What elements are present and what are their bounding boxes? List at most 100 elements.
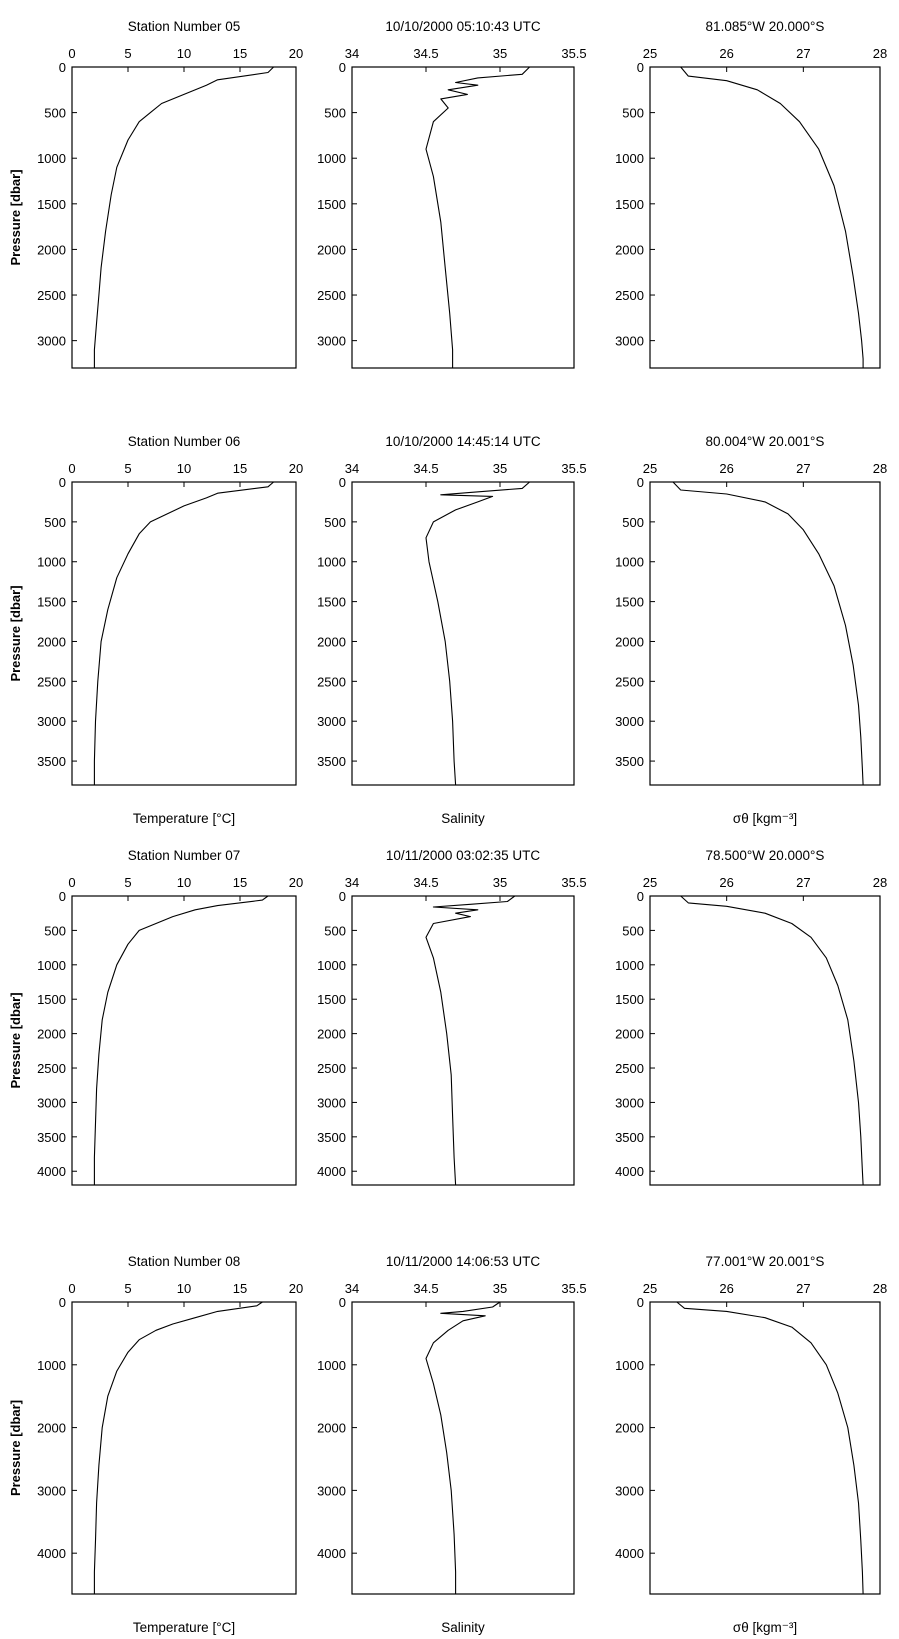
x-tick-label-0-density-2: 27 [796,46,810,61]
x-tick-label-0-density-1: 26 [719,46,733,61]
y-tick-label-3-density-0: 0 [637,1295,644,1310]
y-tick-label-2-temperature-1: 500 [44,923,66,938]
x-tick-label-0-temperature-1: 5 [124,46,131,61]
y-tick-label-0-salinity-4: 2000 [317,242,346,257]
profile-line-1-temperature [93,481,274,785]
x-axis-title-3-salinity: Salinity [441,1620,485,1635]
x-tick-label-3-temperature-3: 15 [233,1281,247,1296]
x-tick-label-3-density-0: 25 [643,1281,657,1296]
panel-frame-0-temperature [71,66,297,369]
y-tick-label-2-temperature-8: 4000 [37,1164,66,1179]
y-tick-label-0-density-1: 500 [622,106,644,121]
x-tick-label-0-salinity-3: 35.5 [561,46,586,61]
x-tick-label-3-temperature-1: 5 [124,1281,131,1296]
y-tick-label-1-salinity-3: 1500 [317,595,346,610]
y-tick-label-1-salinity-5: 2500 [317,674,346,689]
y-tick-label-1-temperature-5: 2500 [37,674,66,689]
panel-frame-0-density [649,66,881,369]
x-tick-label-2-salinity-3: 35.5 [561,875,586,890]
panel-heading-0-density: 81.085°W 20.000°S [706,19,825,34]
y-tick-label-0-salinity-6: 3000 [317,334,346,349]
panel-frame-2-salinity [351,895,575,1186]
x-tick-label-3-density-1: 26 [719,1281,733,1296]
y-tick-label-3-temperature-3: 3000 [37,1483,66,1498]
x-tick-label-0-salinity-0: 34 [345,46,359,61]
panel-frame-0-salinity [351,66,575,369]
x-tick-label-0-temperature-2: 10 [177,46,191,61]
y-tick-label-1-salinity-6: 3000 [317,714,346,729]
x-tick-label-3-salinity-0: 34 [345,1281,359,1296]
x-tick-label-0-temperature-3: 15 [233,46,247,61]
profile-line-2-density [680,895,864,1186]
y-tick-label-0-density-4: 2000 [615,242,644,257]
x-tick-label-2-temperature-2: 10 [177,875,191,890]
x-tick-label-2-salinity-0: 34 [345,875,359,890]
y-tick-label-2-salinity-7: 3500 [317,1130,346,1145]
x-tick-label-1-temperature-2: 10 [177,461,191,476]
y-tick-label-1-density-4: 2000 [615,634,644,649]
x-tick-label-1-density-0: 25 [643,461,657,476]
x-tick-label-3-salinity-2: 35 [493,1281,507,1296]
y-tick-label-0-temperature-1: 500 [44,106,66,121]
x-tick-label-1-salinity-3: 35.5 [561,461,586,476]
panel-frame-1-temperature [71,481,297,786]
y-tick-label-3-salinity-0: 0 [339,1295,346,1310]
x-tick-label-2-density-1: 26 [719,875,733,890]
y-tick-label-1-density-7: 3500 [615,754,644,769]
y-axis-title-2: Pressure [dbar] [8,992,23,1088]
y-tick-label-1-temperature-6: 3000 [37,714,66,729]
x-axis-title-3-density: σθ [kgm⁻³] [733,1620,797,1635]
y-axis-title-1: Pressure [dbar] [8,585,23,681]
y-tick-label-0-density-5: 2500 [615,288,644,303]
y-tick-label-1-temperature-7: 3500 [37,754,66,769]
y-tick-label-2-salinity-2: 1000 [317,958,346,973]
y-tick-label-2-salinity-3: 1500 [317,992,346,1007]
y-tick-label-2-temperature-2: 1000 [37,958,66,973]
x-tick-label-2-density-3: 28 [873,875,887,890]
y-tick-label-1-salinity-7: 3500 [317,754,346,769]
y-tick-label-1-density-1: 500 [622,515,644,530]
x-axis-title-1-salinity: Salinity [441,811,485,826]
y-tick-label-0-salinity-5: 2500 [317,288,346,303]
y-tick-label-0-temperature-4: 2000 [37,242,66,257]
y-tick-label-2-salinity-8: 4000 [317,1164,346,1179]
y-tick-label-3-temperature-0: 0 [59,1295,66,1310]
x-tick-label-3-density-3: 28 [873,1281,887,1296]
profile-line-0-density [680,66,864,368]
x-tick-label-3-temperature-2: 10 [177,1281,191,1296]
x-tick-label-3-temperature-4: 20 [289,1281,303,1296]
y-tick-label-0-density-2: 1000 [615,151,644,166]
y-tick-label-2-salinity-6: 3000 [317,1095,346,1110]
y-tick-label-2-density-8: 4000 [615,1164,644,1179]
y-tick-label-1-temperature-0: 0 [59,475,66,490]
x-tick-label-1-temperature-4: 20 [289,461,303,476]
y-tick-label-2-salinity-5: 2500 [317,1061,346,1076]
panel-frame-3-salinity [351,1301,575,1595]
panel-frame-2-temperature [71,895,297,1186]
profile-line-3-temperature [93,1301,263,1594]
x-tick-label-2-salinity-1: 34.5 [413,875,438,890]
y-tick-label-3-temperature-2: 2000 [37,1421,66,1436]
panel-frame-2-density [649,895,881,1186]
y-tick-label-2-temperature-7: 3500 [37,1130,66,1145]
x-tick-label-2-density-2: 27 [796,875,810,890]
y-tick-label-2-salinity-0: 0 [339,889,346,904]
y-tick-label-1-density-5: 2500 [615,674,644,689]
panel-heading-0-salinity: 10/10/2000 05:10:43 UTC [385,19,541,34]
y-tick-label-2-temperature-5: 2500 [37,1061,66,1076]
x-tick-label-0-salinity-1: 34.5 [413,46,438,61]
profile-line-1-salinity [425,481,530,786]
y-tick-label-0-temperature-6: 3000 [37,334,66,349]
y-tick-label-1-density-3: 1500 [615,595,644,610]
y-tick-label-1-salinity-4: 2000 [317,634,346,649]
y-tick-label-1-temperature-3: 1500 [37,595,66,610]
panel-heading-3-density: 77.001°W 20.001°S [706,1254,825,1269]
y-tick-label-3-salinity-3: 3000 [317,1483,346,1498]
y-tick-label-1-density-6: 3000 [615,714,644,729]
x-axis-title-1-temperature: Temperature [°C] [133,811,235,826]
x-tick-label-0-salinity-2: 35 [493,46,507,61]
x-tick-label-1-temperature-1: 5 [124,461,131,476]
x-tick-label-1-temperature-3: 15 [233,461,247,476]
panel-frame-3-density [649,1301,881,1595]
